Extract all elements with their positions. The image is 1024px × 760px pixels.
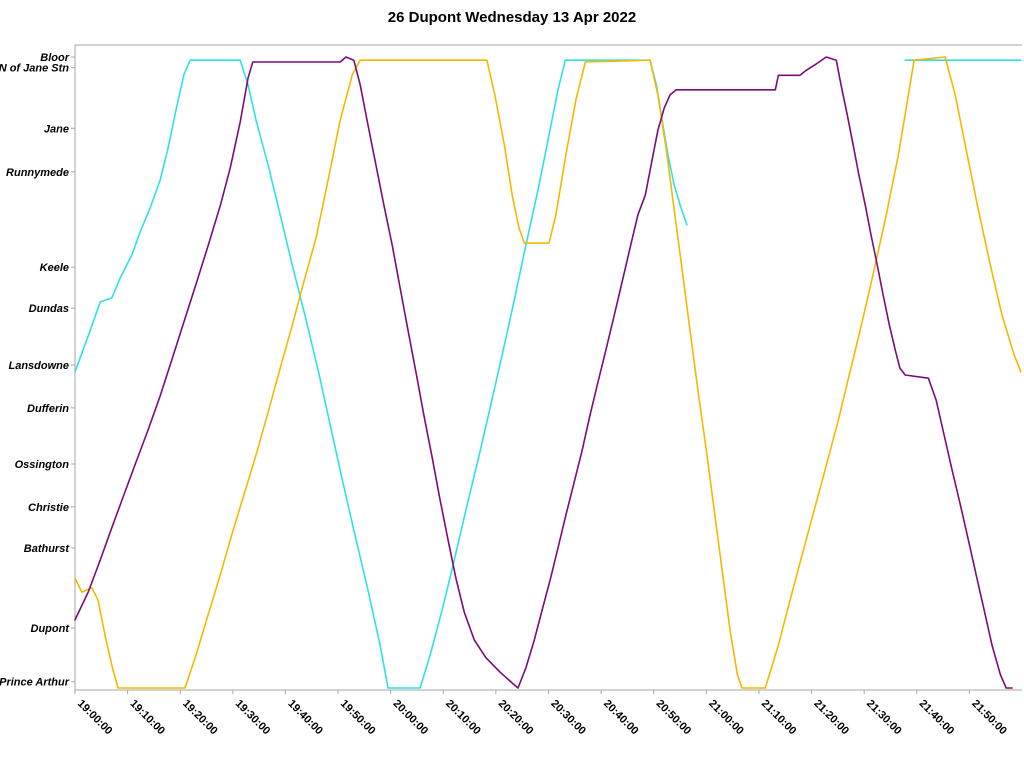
chart-title: 26 Dupont Wednesday 13 Apr 2022 [387,9,637,26]
time-label: 20:00:00 [391,698,431,738]
station-label: Christie [28,502,69,514]
time-label: 21:30:00 [864,698,904,738]
time-label: 20:10:00 [443,698,483,738]
time-label: 21:10:00 [759,698,799,738]
vehicle-cyan-line [74,59,688,689]
time-label: 20:40:00 [601,698,641,738]
station-label: Dufferin [27,403,69,415]
station-label: Dupont [31,623,71,635]
station-label: Bloor [40,52,69,64]
station-label: Lansdowne [8,360,69,372]
station-label: Keele [40,262,69,274]
time-label: 19:00:00 [75,698,115,738]
station-label: N of Jane Stn [0,63,69,75]
station-label: Prince Arthur [0,677,70,689]
station-label: Dundas [29,303,69,315]
station-label: Runnymede [6,167,69,179]
time-label: 19:10:00 [127,698,167,738]
time-label: 21:50:00 [969,698,1009,738]
time-label: 21:20:00 [811,698,851,738]
vehicle-purple-line [74,56,1013,689]
time-label: 19:40:00 [285,698,325,738]
time-label: 19:30:00 [233,698,273,738]
station-label: Bathurst [24,543,71,555]
station-label: Ossington [15,459,70,471]
time-label: 20:20:00 [496,698,536,738]
station-label: Jane [44,123,69,135]
time-label: 19:20:00 [180,698,220,738]
vehicle-gold-line [74,56,1022,689]
time-label: 20:30:00 [548,698,588,738]
time-label: 21:40:00 [917,698,957,738]
time-label: 19:50:00 [338,698,378,738]
time-label: 20:50:00 [654,698,694,738]
time-label: 21:00:00 [706,698,746,738]
